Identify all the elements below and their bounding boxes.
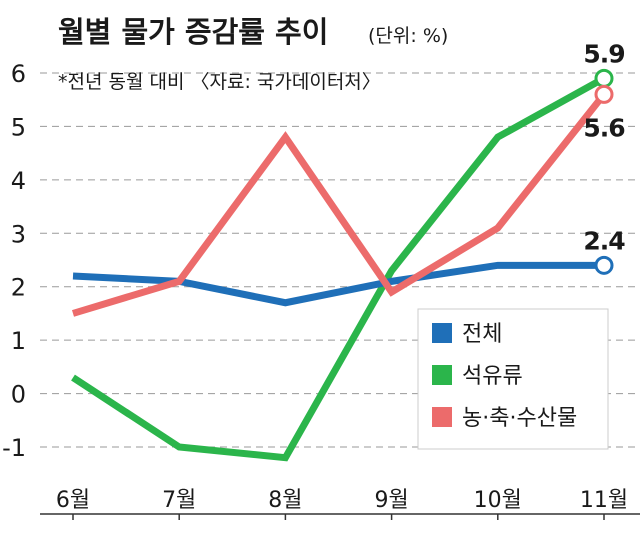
y-tick-label: 2 — [11, 274, 26, 302]
y-tick-label: -1 — [2, 434, 26, 462]
series-lines — [71, 75, 607, 462]
legend-label: 농·축·수산물 — [462, 406, 577, 431]
data-label: 2.4 — [583, 226, 625, 255]
chart-unit: (단위: %) — [368, 25, 448, 47]
x-tick-label: 7월 — [162, 488, 196, 513]
legend-swatch — [432, 365, 452, 385]
x-tick-labels: 6월 7월 8월 9월 10월 11월 — [56, 488, 628, 513]
x-tick-label: 11월 — [580, 488, 628, 513]
end-marker — [594, 255, 614, 275]
grid — [40, 72, 640, 448]
y-tick-label: 5 — [11, 113, 26, 141]
y-tick-label: 4 — [11, 167, 26, 195]
series-line — [72, 261, 604, 307]
y-tick-label: 6 — [11, 60, 26, 88]
legend-label: 석유류 — [462, 364, 523, 389]
series-line — [71, 92, 607, 317]
x-tick-label: 6월 — [56, 488, 90, 513]
y-tick-label: 0 — [11, 381, 26, 409]
end-marker — [594, 68, 614, 88]
y-tick-labels: -1 0 1 2 3 4 5 6 — [2, 60, 26, 462]
data-label: 5.9 — [583, 39, 624, 68]
end-marker — [594, 84, 614, 104]
x-tick-label: 8월 — [268, 488, 302, 513]
x-tick-label: 10월 — [474, 488, 522, 513]
data-labels: 5.9 5.6 2.4 — [583, 39, 626, 255]
y-tick-label: 3 — [11, 220, 26, 248]
end-markers — [594, 68, 614, 275]
x-tick-label: 9월 — [374, 488, 408, 513]
axes — [40, 513, 640, 520]
legend-swatch — [432, 407, 452, 427]
legend-label: 전체 — [462, 322, 502, 347]
data-label: 5.6 — [583, 113, 625, 142]
series-line — [71, 75, 606, 462]
y-tick-label: 1 — [11, 327, 26, 355]
chart-title: 월별 물가 증감률 추이 — [58, 15, 328, 49]
legend-swatch — [432, 323, 452, 343]
chart-subtitle: *전년 동월 대비 〈자료: 국가데이터처〉 — [58, 71, 381, 93]
